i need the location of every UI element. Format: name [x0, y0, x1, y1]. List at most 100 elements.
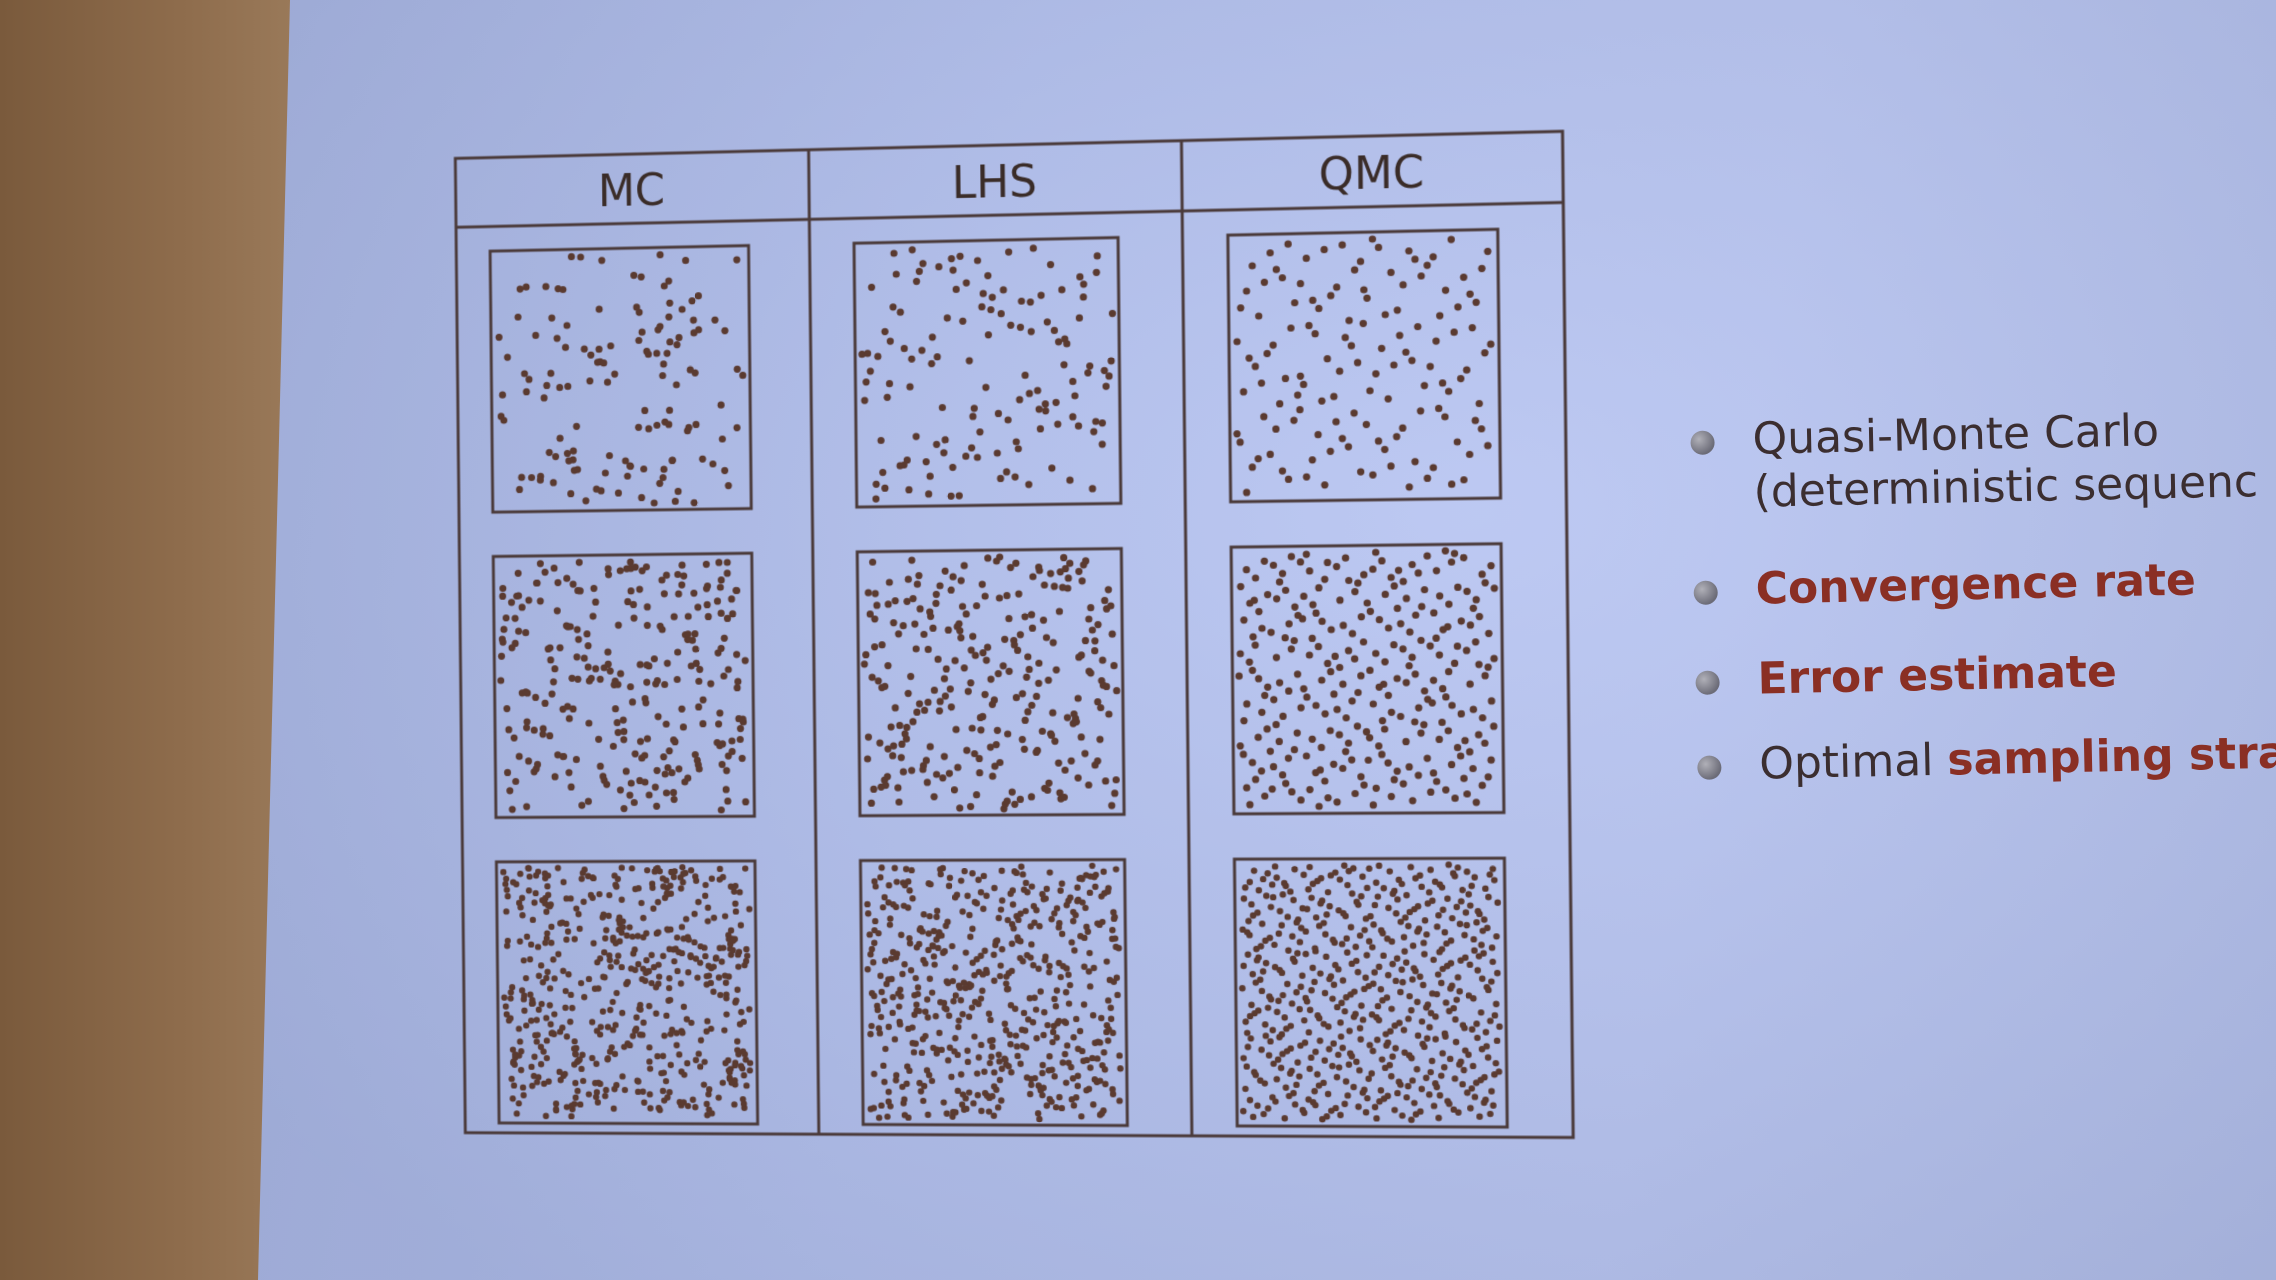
sample-point — [515, 1025, 523, 1032]
sample-point — [1003, 797, 1011, 805]
sample-point — [1346, 1027, 1353, 1035]
sample-point — [964, 1047, 971, 1054]
sample-point — [1276, 907, 1284, 915]
sample-point — [1356, 1024, 1364, 1032]
sample-point — [994, 726, 1002, 735]
sample-point — [742, 1056, 749, 1063]
sample-point — [1485, 629, 1493, 638]
sample-point — [927, 359, 936, 368]
sample-point — [643, 603, 651, 611]
sample-point — [1467, 1104, 1474, 1112]
sample-point — [1076, 1027, 1084, 1035]
sample-point — [1088, 862, 1096, 870]
sample-point — [1049, 1028, 1057, 1036]
sample-point — [603, 780, 611, 789]
sample-point — [1447, 235, 1455, 244]
sample-point — [743, 946, 750, 953]
sample-point — [924, 1111, 932, 1118]
sample-point — [1378, 1056, 1386, 1063]
sample-point — [1023, 888, 1030, 895]
sample-point — [878, 1102, 885, 1109]
sample-point — [678, 305, 686, 314]
sample-point — [889, 742, 898, 750]
sample-point — [616, 786, 624, 794]
sample-point — [1309, 964, 1317, 972]
sample-point — [1429, 990, 1436, 997]
sample-point — [996, 1058, 1003, 1065]
sample-point — [1014, 445, 1022, 453]
sample-point — [882, 781, 890, 789]
sample-point — [1020, 612, 1028, 620]
sample-point — [929, 943, 937, 950]
sample-point — [673, 934, 681, 941]
sample-point — [858, 350, 866, 358]
sample-point — [1454, 583, 1462, 591]
sample-point — [1375, 616, 1384, 624]
sample-point — [673, 341, 681, 349]
sample-point — [886, 921, 894, 929]
sample-point — [965, 357, 973, 365]
sample-point — [983, 893, 991, 900]
sample-point — [932, 599, 940, 608]
sample-point — [1077, 932, 1084, 940]
sample-point — [1309, 601, 1317, 609]
sample-point — [939, 865, 947, 872]
sample-point — [866, 931, 873, 938]
sample-point — [997, 1076, 1004, 1084]
sample-point — [715, 1094, 722, 1101]
sample-point — [1021, 1026, 1028, 1034]
sample-point — [1377, 927, 1385, 934]
sample-point — [1074, 774, 1082, 782]
sample-point — [870, 1070, 878, 1078]
sample-point — [1278, 274, 1287, 282]
sample-point — [1012, 438, 1020, 446]
sample-point — [569, 447, 577, 455]
sample-point — [918, 346, 926, 354]
sample-point — [1285, 947, 1292, 954]
sample-point — [1065, 971, 1072, 979]
sample-point — [908, 355, 916, 363]
sample-point — [1461, 736, 1469, 745]
sample-point — [546, 732, 554, 740]
sample-point — [1096, 921, 1103, 928]
sample-point — [898, 931, 905, 939]
sample-point — [511, 1061, 518, 1068]
sample-point — [1430, 1102, 1438, 1110]
sample-point — [1281, 586, 1290, 594]
sample-point — [551, 773, 559, 781]
sample-point — [1061, 335, 1069, 343]
sample-point — [1067, 894, 1074, 901]
sample-point — [1457, 898, 1465, 905]
sample-point — [1024, 1015, 1031, 1022]
sample-point — [1457, 617, 1465, 625]
sample-point — [1258, 920, 1266, 928]
sample-point — [627, 779, 635, 787]
sample-point — [1440, 1064, 1448, 1071]
sample-point — [1342, 714, 1350, 722]
sample-point — [1109, 1086, 1116, 1093]
sample-point — [643, 735, 651, 743]
sample-point — [697, 1063, 704, 1070]
sample-point — [983, 657, 991, 665]
sample-point — [1469, 1062, 1477, 1070]
sample-point — [981, 873, 988, 880]
sample-point — [1402, 678, 1411, 687]
sample-point — [544, 883, 551, 890]
sample-point — [1468, 1026, 1476, 1033]
sample-point — [646, 1044, 653, 1051]
sample-point — [1368, 235, 1377, 243]
sample-point — [930, 793, 938, 801]
sample-point — [1450, 549, 1459, 558]
sample-point — [1431, 878, 1439, 885]
sample-point — [1115, 944, 1123, 952]
sample-point — [523, 933, 531, 940]
sample-point — [904, 689, 912, 698]
sample-point — [704, 1017, 711, 1025]
sample-point — [959, 1091, 967, 1098]
sample-point — [1405, 1015, 1412, 1023]
sample-point — [630, 798, 638, 807]
sample-point — [689, 1096, 697, 1103]
sample-point — [567, 783, 575, 791]
sample-point — [1466, 290, 1474, 298]
sample-point — [1279, 712, 1287, 720]
